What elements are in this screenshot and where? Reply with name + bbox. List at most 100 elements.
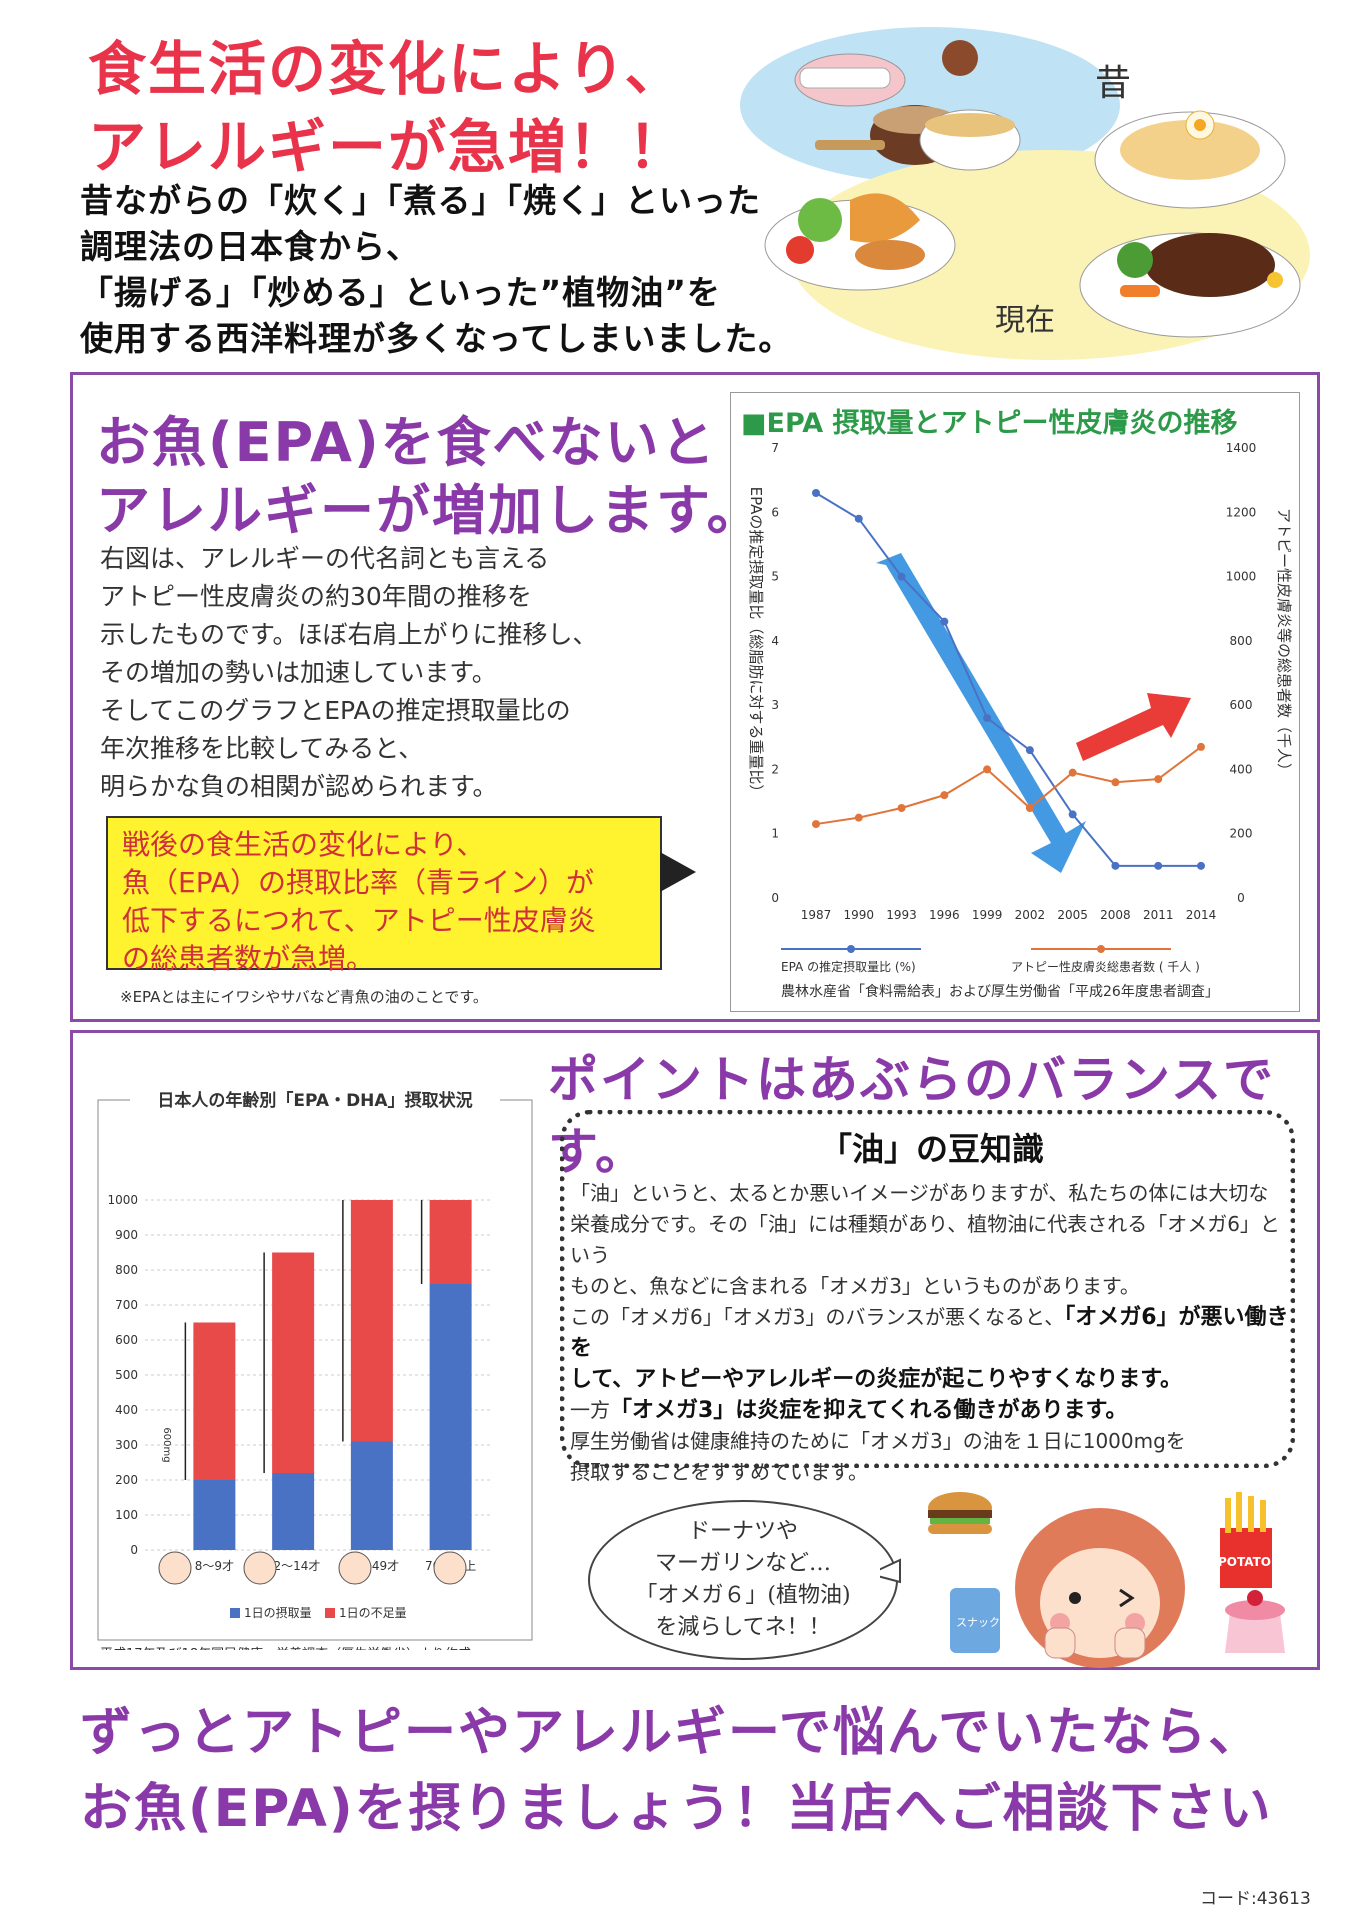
oil-knowledge-box [560, 1110, 1295, 1468]
main-title-line2: アレルギーが急増！！ [88, 113, 689, 181]
legend-label: アトピー性皮膚炎総患者数 ( 千人 ) [1011, 959, 1200, 974]
epa-chart: ■EPA 摂取量とアトピー性皮膚炎の推移 0 1 2 3 4 5 6 7 0 200 400 600 8… [730, 392, 1300, 1012]
oil-line-a: 一方 [570, 1398, 610, 1422]
y-tick-right: 400 [1230, 762, 1253, 776]
data-point [1197, 861, 1205, 870]
y-tick-left: 6 [771, 505, 779, 519]
bubble-line: ドーナツや [687, 1519, 798, 1544]
data-point [854, 514, 863, 523]
data-point [812, 489, 820, 497]
data-point [897, 804, 906, 812]
main-title-line1: 食生活の変化により、 [88, 35, 685, 103]
y-tick-right: 1200 [1226, 505, 1257, 519]
bubble-line: を減らしてネ！！ [655, 1615, 831, 1640]
speech-bubble: ドーナツや マーガリンなど… 「オメガ６」(植物油) を減らしてネ！！ [588, 1500, 898, 1660]
legend-swatch [230, 1608, 240, 1618]
oil-line: この「オメガ6」「オメガ3」のバランスが悪くなると、「オメガ6」が悪い働きを [570, 1302, 1290, 1364]
title-background [130, 1090, 500, 1112]
oil-line-b: 「オメガ3」は炎症を抑えてくれる働きがあります。 [610, 1398, 1128, 1423]
data-point [1068, 768, 1077, 777]
bar-intake [193, 1480, 236, 1550]
data-point [983, 765, 992, 774]
oil-line-b: 「オメガ6」が悪い働きを [570, 1305, 1289, 1361]
data-point [1025, 746, 1034, 755]
y-tick: 200 [115, 1473, 138, 1487]
highlight-line: 低下するにつれて、アトピー性皮膚炎 [122, 904, 596, 937]
body-line: そしてこのグラフとEPAの推定摂取量比の [100, 696, 571, 725]
highlight-line: 戦後の食生活の変化により、 [122, 828, 485, 861]
x-tick: 1990 [844, 908, 875, 922]
bar-chart-source: 平成17年及び18年国民健康・栄養調査（厚生労働省）より作成 [100, 1646, 471, 1650]
x-tick: 12～14才 [266, 1559, 321, 1573]
y-tick: 900 [115, 1228, 138, 1242]
y-tick: 700 [115, 1298, 138, 1312]
highlight-line: 魚（EPA）の摂取比率（青ライン）が [122, 866, 594, 899]
y-tick-right: 600 [1230, 698, 1253, 712]
x-tick: 1999 [972, 908, 1003, 922]
y-tick: 300 [115, 1438, 138, 1452]
bar-intake [429, 1284, 472, 1550]
intro-line4: 使用する西洋料理が多くなってしまいました。 [80, 319, 793, 358]
x-tick: 1993 [886, 908, 917, 922]
y-tick: 800 [115, 1263, 138, 1277]
y-axis-label-right: アトピー性皮膚炎等の総患者数（千人） [1275, 508, 1293, 778]
oil-line: して、アトピーやアレルギーの炎症が起こりやすくなります。 [570, 1364, 1290, 1395]
data-point [812, 820, 820, 829]
data-point [854, 813, 863, 822]
y-tick-left: 5 [771, 570, 779, 584]
oil-line: 摂取することをすすめています。 [570, 1460, 868, 1484]
data-point [983, 714, 992, 722]
intro-line2: 調理法の日本食から、 [80, 227, 420, 266]
pointer-arrow-icon [660, 852, 696, 892]
y-axis-label-left: EPAの推定摂取量比（総脂肪に対する重量比） [747, 487, 765, 800]
body-line: その増加の勢いは加速しています。 [100, 658, 497, 687]
data-point [1154, 861, 1163, 870]
oil-line-a: この「オメガ6」「オメガ3」のバランスが悪くなると、 [570, 1305, 1065, 1329]
oil-knowledge-title: 「油」の豆知識 [820, 1130, 1045, 1168]
y-tick-right: 1000 [1226, 570, 1257, 584]
x-tick: 2008 [1100, 908, 1131, 922]
intro-line3: 「揚げる」「炒める」といった”植物油”を [80, 273, 721, 312]
y-tick-right: 0 [1237, 891, 1245, 905]
oil-line: ものと、魚などに含まれる「オメガ3」というものがあります。 [570, 1274, 1140, 1298]
person-head-icon [243, 1551, 277, 1585]
x-tick: 8～9才 [195, 1559, 234, 1573]
age-chart-svg: 日本人の年齢別「EPA・DHA」摂取状況 0 100 200 300 400 500 600 7… [97, 1090, 533, 1662]
section-oil [70, 1030, 1320, 1670]
section-epa [70, 372, 1320, 1022]
x-tick: 2005 [1057, 908, 1088, 922]
footer-line2: お魚(EPA)を摂りましょう！当店へご相談下さい [80, 1779, 1273, 1839]
section1-title-line2: アレルギーが増加します。 [96, 479, 763, 542]
y-tick-right: 1400 [1226, 441, 1257, 455]
legend-label: 1日の不足量 [339, 1606, 407, 1620]
y-tick-left: 2 [771, 762, 779, 776]
data-point [940, 791, 949, 800]
legend-marker [1097, 945, 1105, 953]
x-tick: 2014 [1186, 908, 1217, 922]
up-trend-arrow-icon [1076, 693, 1191, 761]
x-tick: 1996 [929, 908, 960, 922]
x-tick: 1987 [801, 908, 832, 922]
epa-footnote: ※EPAとは主にイワシやサバなど青魚の油のことです。 [120, 988, 488, 1006]
oil-line-bold: して、アトピーやアレルギーの炎症が起こりやすくなります。 [570, 1367, 1183, 1392]
bar-intake [272, 1473, 315, 1550]
y-tick: 0 [130, 1543, 138, 1557]
person-head-icon [338, 1551, 372, 1585]
bubble-line: マーガリンなど… [654, 1551, 831, 1576]
y-tick-right: 800 [1230, 634, 1253, 648]
food-illustration: 昔 現在 [740, 27, 1310, 360]
body-line: 明らかな負の相関が認められます。 [100, 772, 498, 801]
data-point [897, 572, 906, 581]
x-tick: 2011 [1143, 908, 1174, 922]
girl-illustration: スナック POTATO [880, 1492, 1285, 1668]
potato-label: POTATO [1218, 1555, 1271, 1569]
bar-shortfall [350, 1200, 393, 1442]
y-tick: 1000 [107, 1193, 138, 1207]
legend-label: EPA の推定摂取量比 (%) [781, 959, 916, 974]
epa-chart-source: 農林水産省「食料需給表」および厚生労働省「平成26年度患者調査」 [781, 984, 1219, 1000]
data-point [1197, 742, 1205, 751]
data-point [1154, 775, 1163, 784]
data-point [1025, 804, 1034, 812]
legend-swatch [325, 1608, 335, 1618]
past-label: 昔 [1095, 63, 1131, 104]
